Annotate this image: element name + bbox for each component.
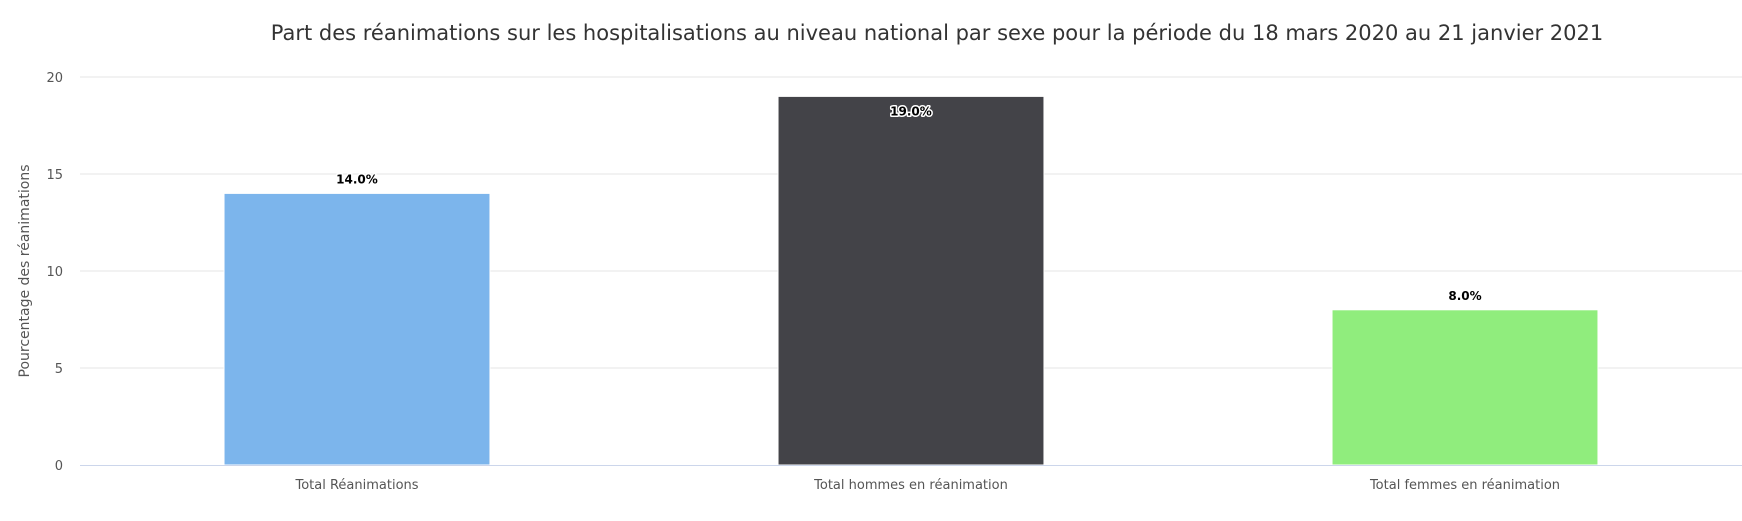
y-tick-label: 0 — [55, 459, 63, 474]
y-tick-label: 10 — [46, 265, 63, 280]
bar-3[interactable] — [1331, 309, 1599, 466]
bar-1[interactable] — [223, 192, 491, 466]
y-axis-ticks: 0 5 10 15 20 — [46, 71, 63, 474]
x-axis-ticks: Total Réanimations Total hommes en réanim… — [294, 478, 1560, 493]
y-tick-label: 20 — [46, 71, 63, 86]
x-tick-label: Total femmes en réanimation — [1369, 478, 1560, 493]
y-tick-label: 15 — [46, 168, 63, 183]
chart-title: Part des réanimations sur les hospitalis… — [271, 21, 1604, 45]
y-tick-label: 5 — [55, 362, 63, 377]
bar-2[interactable] — [777, 95, 1045, 466]
data-label: 14.0% — [336, 172, 378, 186]
data-label: 19.0% — [890, 104, 932, 118]
x-tick-label: Total Réanimations — [294, 478, 418, 493]
y-axis-label: Pourcentage des réanimations — [17, 164, 33, 377]
bar-series — [223, 95, 1599, 466]
data-label: 8.0% — [1448, 289, 1481, 303]
data-labels: 14.0% 19.0% 8.0% — [335, 103, 1483, 304]
x-tick-label: Total hommes en réanimation — [813, 478, 1008, 493]
